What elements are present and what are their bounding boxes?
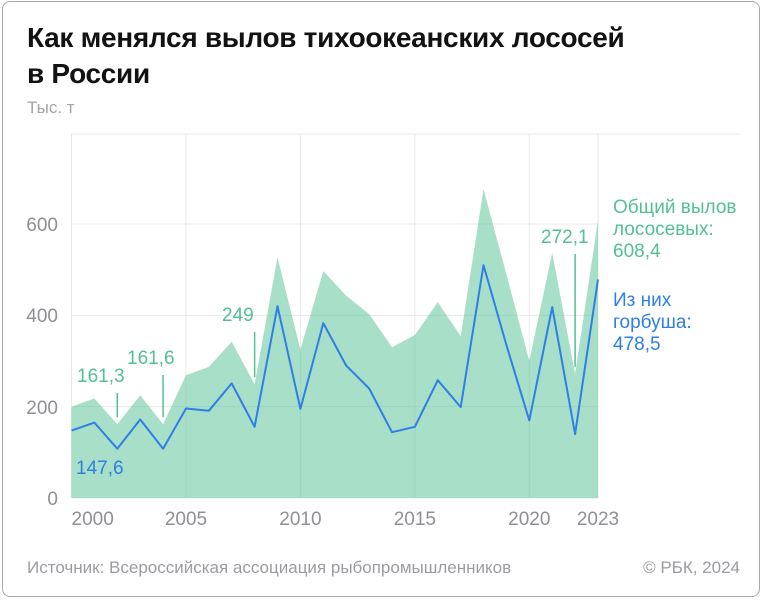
- y-tick-200: 200: [26, 397, 58, 419]
- units-label: Тыс. т: [27, 98, 75, 117]
- x-tick-2000: 2000: [71, 509, 114, 530]
- x-tick-2015: 2015: [393, 509, 436, 530]
- legend-gorbusha-label: Из них горбуша:: [613, 290, 692, 333]
- title-line-2: в России: [27, 58, 150, 89]
- annotation-2000: 147,6: [76, 458, 124, 479]
- legend-total: Общий вылов лососевых: 608,4: [613, 197, 737, 263]
- title-line-1: Как менялся вылов тихоокеанских лососей: [27, 22, 625, 53]
- annotation-2022: 272,1: [541, 227, 589, 248]
- y-tick-0: 0: [47, 489, 58, 510]
- copyright-note: © РБК, 2024: [643, 558, 740, 577]
- gorbusha-catch-line: [71, 264, 599, 450]
- y-tick-600: 600: [26, 215, 58, 236]
- x-tick-2020: 2020: [508, 509, 551, 530]
- page-title: Как менялся вылов тихоокеанских лососей …: [27, 20, 667, 92]
- legend-total-label: Общий вылов лососевых:: [613, 197, 737, 240]
- source-note: Источник: Всероссийская ассоциация рыбоп…: [27, 558, 512, 577]
- legend-gorbusha-value: 478,5: [613, 334, 661, 355]
- legend-total-value: 608,4: [613, 241, 661, 262]
- x-tick-2005: 2005: [164, 509, 208, 530]
- annotation-2004: 161,6: [127, 348, 175, 369]
- y-tick-400: 400: [26, 306, 58, 328]
- annotation-2008: 249: [222, 305, 254, 326]
- annotation-2002: 161,3: [77, 366, 125, 387]
- x-tick-2023: 2023: [576, 509, 620, 530]
- x-tick-2010: 2010: [279, 509, 322, 530]
- legend-gorbusha: Из них горбуша: 478,5: [613, 290, 737, 356]
